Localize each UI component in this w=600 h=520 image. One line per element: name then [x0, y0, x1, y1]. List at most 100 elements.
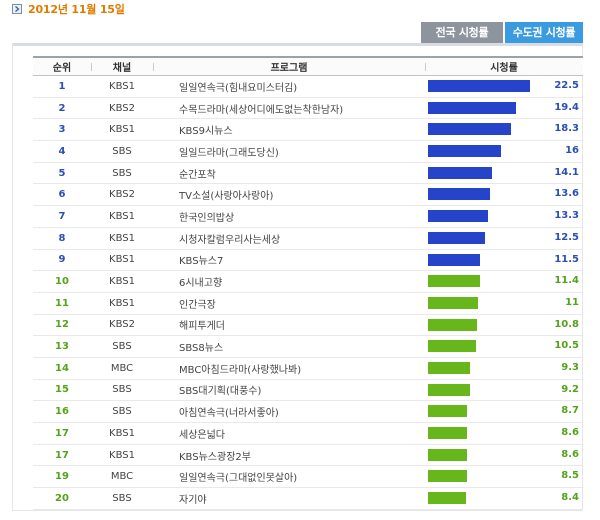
rating-cell: 16: [425, 140, 583, 163]
rating-bar: [428, 188, 490, 201]
rating-value: 11.4: [554, 275, 579, 287]
program-cell: 아침연속극(너라서좋아): [153, 400, 425, 423]
rating-value: 8.5: [561, 470, 579, 482]
table-row: 2 KBS2 수목드라마(세상어디에도없는착한남자) 19.4: [33, 97, 583, 120]
rank-cell: 3: [33, 118, 91, 142]
rank-cell: 15: [33, 379, 91, 402]
rating-cell: 19.4: [425, 97, 583, 120]
rating-cell: 11: [425, 292, 583, 315]
table-row: 9 KBS1 KBS뉴스7 11.5: [33, 249, 583, 272]
table-row: 8 KBS1 시청자칼럼우리사는세상 12.5: [33, 227, 583, 250]
rating-bar: [428, 470, 467, 483]
rating-bar: [428, 123, 511, 136]
program-cell: MBC아침드라마(사랑했나봐): [153, 357, 425, 380]
rating-cell: 11.4: [425, 270, 583, 293]
channel-cell: MBC: [91, 465, 153, 489]
channel-cell: SBS: [91, 162, 153, 185]
channel-cell: KBS2: [91, 183, 153, 207]
rating-value: 11.5: [554, 253, 579, 265]
rank-cell: 5: [33, 162, 91, 185]
channel-cell: KBS1: [91, 118, 153, 142]
rating-cell: 8.6: [425, 422, 583, 445]
rank-cell: 6: [33, 183, 91, 207]
rank-cell: 4: [33, 140, 91, 163]
table-row: 6 KBS2 TV소설(사랑아사랑아) 13.6: [33, 183, 583, 207]
rating-cell: 11.5: [425, 249, 583, 272]
program-cell: KBS뉴스7: [153, 249, 425, 272]
rating-value: 13.3: [554, 210, 579, 222]
table-row: 14 MBC MBC아침드라마(사랑했나봐) 9.3: [33, 357, 583, 380]
rating-cell: 13.3: [425, 205, 583, 228]
rating-bar: [428, 361, 470, 374]
rating-bar: [428, 101, 516, 114]
program-cell: 일일드라마(그래도당신): [153, 140, 425, 163]
table-row: 1 KBS1 일일연속극(힘내요미스터김) 22.5: [33, 75, 583, 98]
rank-cell: 9: [33, 249, 91, 272]
rating-value: 13.6: [554, 188, 579, 200]
channel-cell: KBS1: [91, 444, 153, 467]
program-cell: 세상은넓다: [153, 422, 425, 445]
rating-value: 8.6: [561, 427, 579, 438]
rating-value: 8.6: [561, 448, 579, 460]
program-cell: TV소설(사랑아사랑아): [153, 183, 425, 207]
rating-bar: [428, 405, 467, 418]
program-cell: KBS뉴스광장2부: [153, 444, 425, 467]
rank-cell: 10: [33, 270, 91, 293]
rank-cell: 20: [33, 487, 91, 510]
table-row: 12 KBS2 해피투게더 10.8: [33, 314, 583, 337]
tab-national-ratings[interactable]: 전국 시청률: [421, 22, 503, 43]
rating-cell: 8.5: [425, 465, 583, 489]
rank-cell: 16: [33, 400, 91, 423]
rating-bar: [428, 427, 467, 439]
program-cell: KBS9시뉴스: [153, 118, 425, 142]
rating-cell: 18.3: [425, 118, 583, 142]
channel-cell: KBS1: [91, 249, 153, 272]
program-cell: 자기야: [153, 487, 425, 510]
header-rating: 시청률: [425, 56, 583, 76]
table-row: 5 SBS 순간포착 14.1: [33, 162, 583, 185]
rating-cell: 9.3: [425, 357, 583, 380]
channel-cell: KBS1: [91, 75, 153, 98]
table-row: 20 SBS 자기야 8.4: [33, 487, 583, 510]
table-row: 17 KBS1 세상은넓다 8.6: [33, 422, 583, 445]
program-cell: SBS8뉴스: [153, 335, 425, 358]
rating-value: 19.4: [554, 101, 579, 113]
program-cell: 인간극장: [153, 292, 425, 315]
rating-bar: [428, 145, 501, 158]
table-row: 16 SBS 아침연속극(너라서좋아) 8.7: [33, 400, 583, 423]
rating-value: 14.1: [554, 166, 579, 178]
program-cell: 6시내고향: [153, 270, 425, 293]
tab-metro-ratings[interactable]: 수도권 시청률: [505, 22, 583, 43]
table-header-row: 순위 채널 프로그램 시청률: [33, 56, 583, 76]
arrow-right-icon: [12, 4, 22, 14]
table-row: 19 MBC 일일연속극(그대없인못살아) 8.5: [33, 465, 583, 489]
rank-cell: 2: [33, 97, 91, 120]
program-cell: 수목드라마(세상어디에도없는착한남자): [153, 97, 425, 120]
program-cell: 시청자칼럼우리사는세상: [153, 227, 425, 250]
rating-cell: 8.7: [425, 400, 583, 423]
program-cell: SBS대기획(대풍수): [153, 379, 425, 402]
rating-bar: [428, 296, 478, 309]
rating-cell: 12.5: [425, 227, 583, 250]
program-cell: 한국인의밥상: [153, 205, 425, 228]
rating-bar: [428, 318, 477, 331]
ratings-table-body: 1 KBS1 일일연속극(힘내요미스터김) 22.5 2 KBS2 수목드라마(세상어디에도…: [33, 75, 583, 510]
rating-bar: [428, 231, 485, 244]
rank-cell: 11: [33, 292, 91, 315]
rating-cell: 13.6: [425, 183, 583, 207]
date-label: 2012년 11월 15일: [28, 3, 125, 16]
rank-cell: 13: [33, 335, 91, 358]
rating-cell: 22.5: [425, 75, 583, 98]
rating-value: 18.3: [554, 123, 579, 135]
header-program: 프로그램: [153, 56, 425, 76]
rating-bar: [428, 80, 530, 92]
channel-cell: KBS1: [91, 227, 153, 250]
rating-value: 16: [565, 145, 579, 157]
rank-cell: 7: [33, 205, 91, 228]
rating-bar: [428, 166, 492, 179]
rating-bar: [428, 210, 488, 223]
channel-cell: SBS: [91, 140, 153, 163]
rating-cell: 9.2: [425, 379, 583, 402]
program-cell: 일일연속극(힘내요미스터김): [153, 75, 425, 98]
rank-cell: 12: [33, 314, 91, 337]
